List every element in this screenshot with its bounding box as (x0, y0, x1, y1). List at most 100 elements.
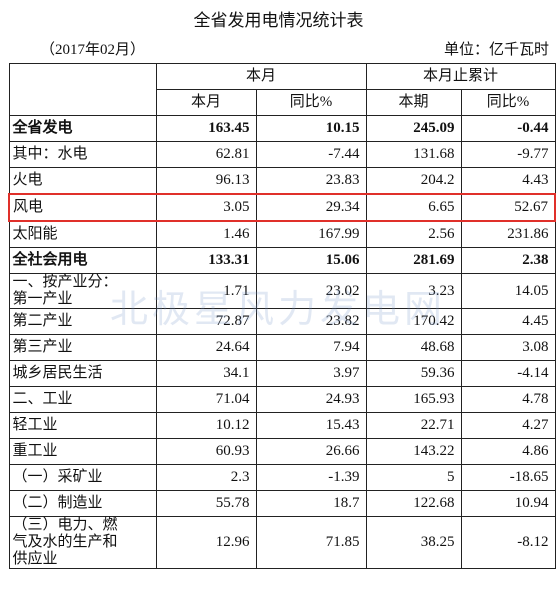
period: （2017年02月） (40, 42, 146, 58)
title: 全省发用电情况统计表 (193, 11, 364, 30)
table-row: 二、工业 71.04 24.93 165.93 4.78 (8, 386, 556, 413)
cell-value: 170.42 (365, 308, 462, 335)
group-header: 本月止累计 (365, 63, 556, 90)
cell-value: 167.99 (255, 220, 367, 248)
cell-value: 62.81 (155, 141, 257, 168)
cell-value: 4.45 (460, 308, 556, 335)
cell-value: 7.94 (255, 334, 367, 361)
row-label: 重工业 (8, 438, 157, 465)
row-label: 其中：水电 (8, 141, 157, 168)
row-label: 太阳能 (8, 220, 157, 248)
cell-value: 10.12 (155, 412, 257, 439)
cell-value: -4.14 (460, 360, 556, 387)
cell-value: 163.45 (155, 115, 257, 142)
group-header: 本月 (155, 63, 367, 90)
column-header: 本月 (155, 89, 257, 116)
cell-value: 24.93 (255, 386, 367, 413)
cell-value: 245.09 (365, 115, 462, 142)
row-label: 风电 (8, 193, 157, 222)
cell-value: 34.1 (155, 360, 257, 387)
table-row: 一、按产业分： 第一产业 1.71 23.02 3.23 14.05 (8, 273, 556, 309)
row-label: 轻工业 (8, 412, 157, 439)
cell-value: -1.39 (255, 464, 367, 491)
cell-value: 2.56 (365, 220, 462, 248)
cell-value: 6.65 (365, 193, 462, 222)
cell-value: 22.71 (365, 412, 462, 439)
column-header-row: 本月 同比% 本期 同比% (9, 89, 556, 116)
row-label: 城乡居民生活 (8, 360, 157, 387)
row-label: 二、工业 (8, 386, 157, 413)
cell-value: 2.38 (460, 247, 556, 274)
cell-value: 72.87 (155, 308, 257, 335)
cell-value: 4.78 (460, 386, 556, 413)
stats-table: 本月 本月止累计 本月 同比% 本期 同比% 全省发电 163.45 10.15 245.0… (8, 63, 557, 569)
cell-value: -0.44 (460, 115, 556, 142)
cell-value: 281.69 (365, 247, 462, 274)
cell-value: 48.68 (365, 334, 462, 361)
cell-value: 133.31 (155, 247, 257, 274)
column-header: 同比% (255, 89, 367, 116)
cell-value: 204.2 (365, 167, 462, 195)
cell-value: 18.7 (255, 490, 367, 517)
group-header-row: 本月 本月止累计 (8, 63, 556, 116)
table-row: 其中：水电 62.81 -7.44 131.68 -9.77 (8, 141, 556, 168)
row-label: （一）采矿业 (8, 464, 157, 491)
cell-value: 5 (365, 464, 462, 491)
cell-value: 38.25 (365, 516, 462, 569)
cell-value: 131.68 (365, 141, 462, 168)
table-row: 太阳能 1.46 167.99 2.56 231.86 (8, 220, 556, 248)
cell-value: 60.93 (155, 438, 257, 465)
cell-value: 23.82 (255, 308, 367, 335)
column-header: 本期 (365, 89, 462, 116)
column-header: 同比% (460, 89, 556, 116)
table-body: 全省发电 163.45 10.15 245.09 -0.44 其中：水电 62.81 -7.4… (8, 115, 557, 569)
cell-value: 15.43 (255, 412, 367, 439)
cell-value: -8.12 (460, 516, 556, 569)
cell-value: 52.67 (460, 193, 557, 222)
cell-value: 4.86 (460, 438, 556, 465)
cell-value: 231.86 (460, 220, 556, 248)
table-row: 火电 96.13 23.83 204.2 4.43 (8, 167, 556, 195)
row-label: 火电 (8, 167, 157, 195)
cell-value: 55.78 (155, 490, 257, 517)
cell-value: 165.93 (365, 386, 462, 413)
table-row: 第三产业 24.64 7.94 48.68 3.08 (8, 334, 556, 361)
row-label: 第二产业 (8, 308, 157, 335)
table-row: 风电 3.05 29.34 6.65 52.67 (8, 193, 557, 222)
row-label: 一、按产业分： 第一产业 (8, 273, 157, 309)
row-label: 全省发电 (8, 115, 157, 142)
cell-value: 143.22 (365, 438, 462, 465)
cell-value: 4.43 (460, 167, 556, 195)
cell-value: 1.71 (155, 273, 257, 309)
cell-value: 122.68 (365, 490, 462, 517)
cell-value: 23.83 (255, 167, 367, 195)
table-row: 城乡居民生活 34.1 3.97 59.36 -4.14 (8, 360, 556, 387)
cell-value: 3.08 (460, 334, 556, 361)
cell-value: 14.05 (460, 273, 556, 309)
cell-value: 10.15 (255, 115, 367, 142)
table-row: 第二产业 72.87 23.82 170.42 4.45 (8, 308, 556, 335)
cell-value: 96.13 (155, 167, 257, 195)
row-label: 第三产业 (8, 334, 157, 361)
cell-value: 29.34 (255, 193, 367, 222)
table-row: （二）制造业 55.78 18.7 122.68 10.94 (8, 490, 556, 517)
table-row: 重工业 60.93 26.66 143.22 4.86 (8, 438, 556, 465)
cell-value: 26.66 (255, 438, 367, 465)
row-label: （三）电力、燃 气及水的生产和 供应业 (8, 516, 157, 569)
table-row: （三）电力、燃 气及水的生产和 供应业 12.96 71.85 38.25 -8.12 (8, 516, 556, 569)
cell-value: 10.94 (460, 490, 556, 517)
cell-value: 23.02 (255, 273, 367, 309)
cell-value: 3.05 (155, 193, 257, 222)
table-row: 轻工业 10.12 15.43 22.71 4.27 (8, 412, 556, 439)
cell-value: -18.65 (460, 464, 556, 491)
unit: 单位：亿千瓦时 (443, 42, 549, 58)
cell-value: 12.96 (155, 516, 257, 569)
cell-value: 3.23 (365, 273, 462, 309)
cell-value: 1.46 (155, 220, 257, 248)
cell-value: 4.27 (460, 412, 556, 439)
cell-value: 15.06 (255, 247, 367, 274)
table-row: 全省发电 163.45 10.15 245.09 -0.44 (8, 115, 556, 142)
cell-value: 71.85 (255, 516, 367, 569)
row-label: （二）制造业 (8, 490, 157, 517)
